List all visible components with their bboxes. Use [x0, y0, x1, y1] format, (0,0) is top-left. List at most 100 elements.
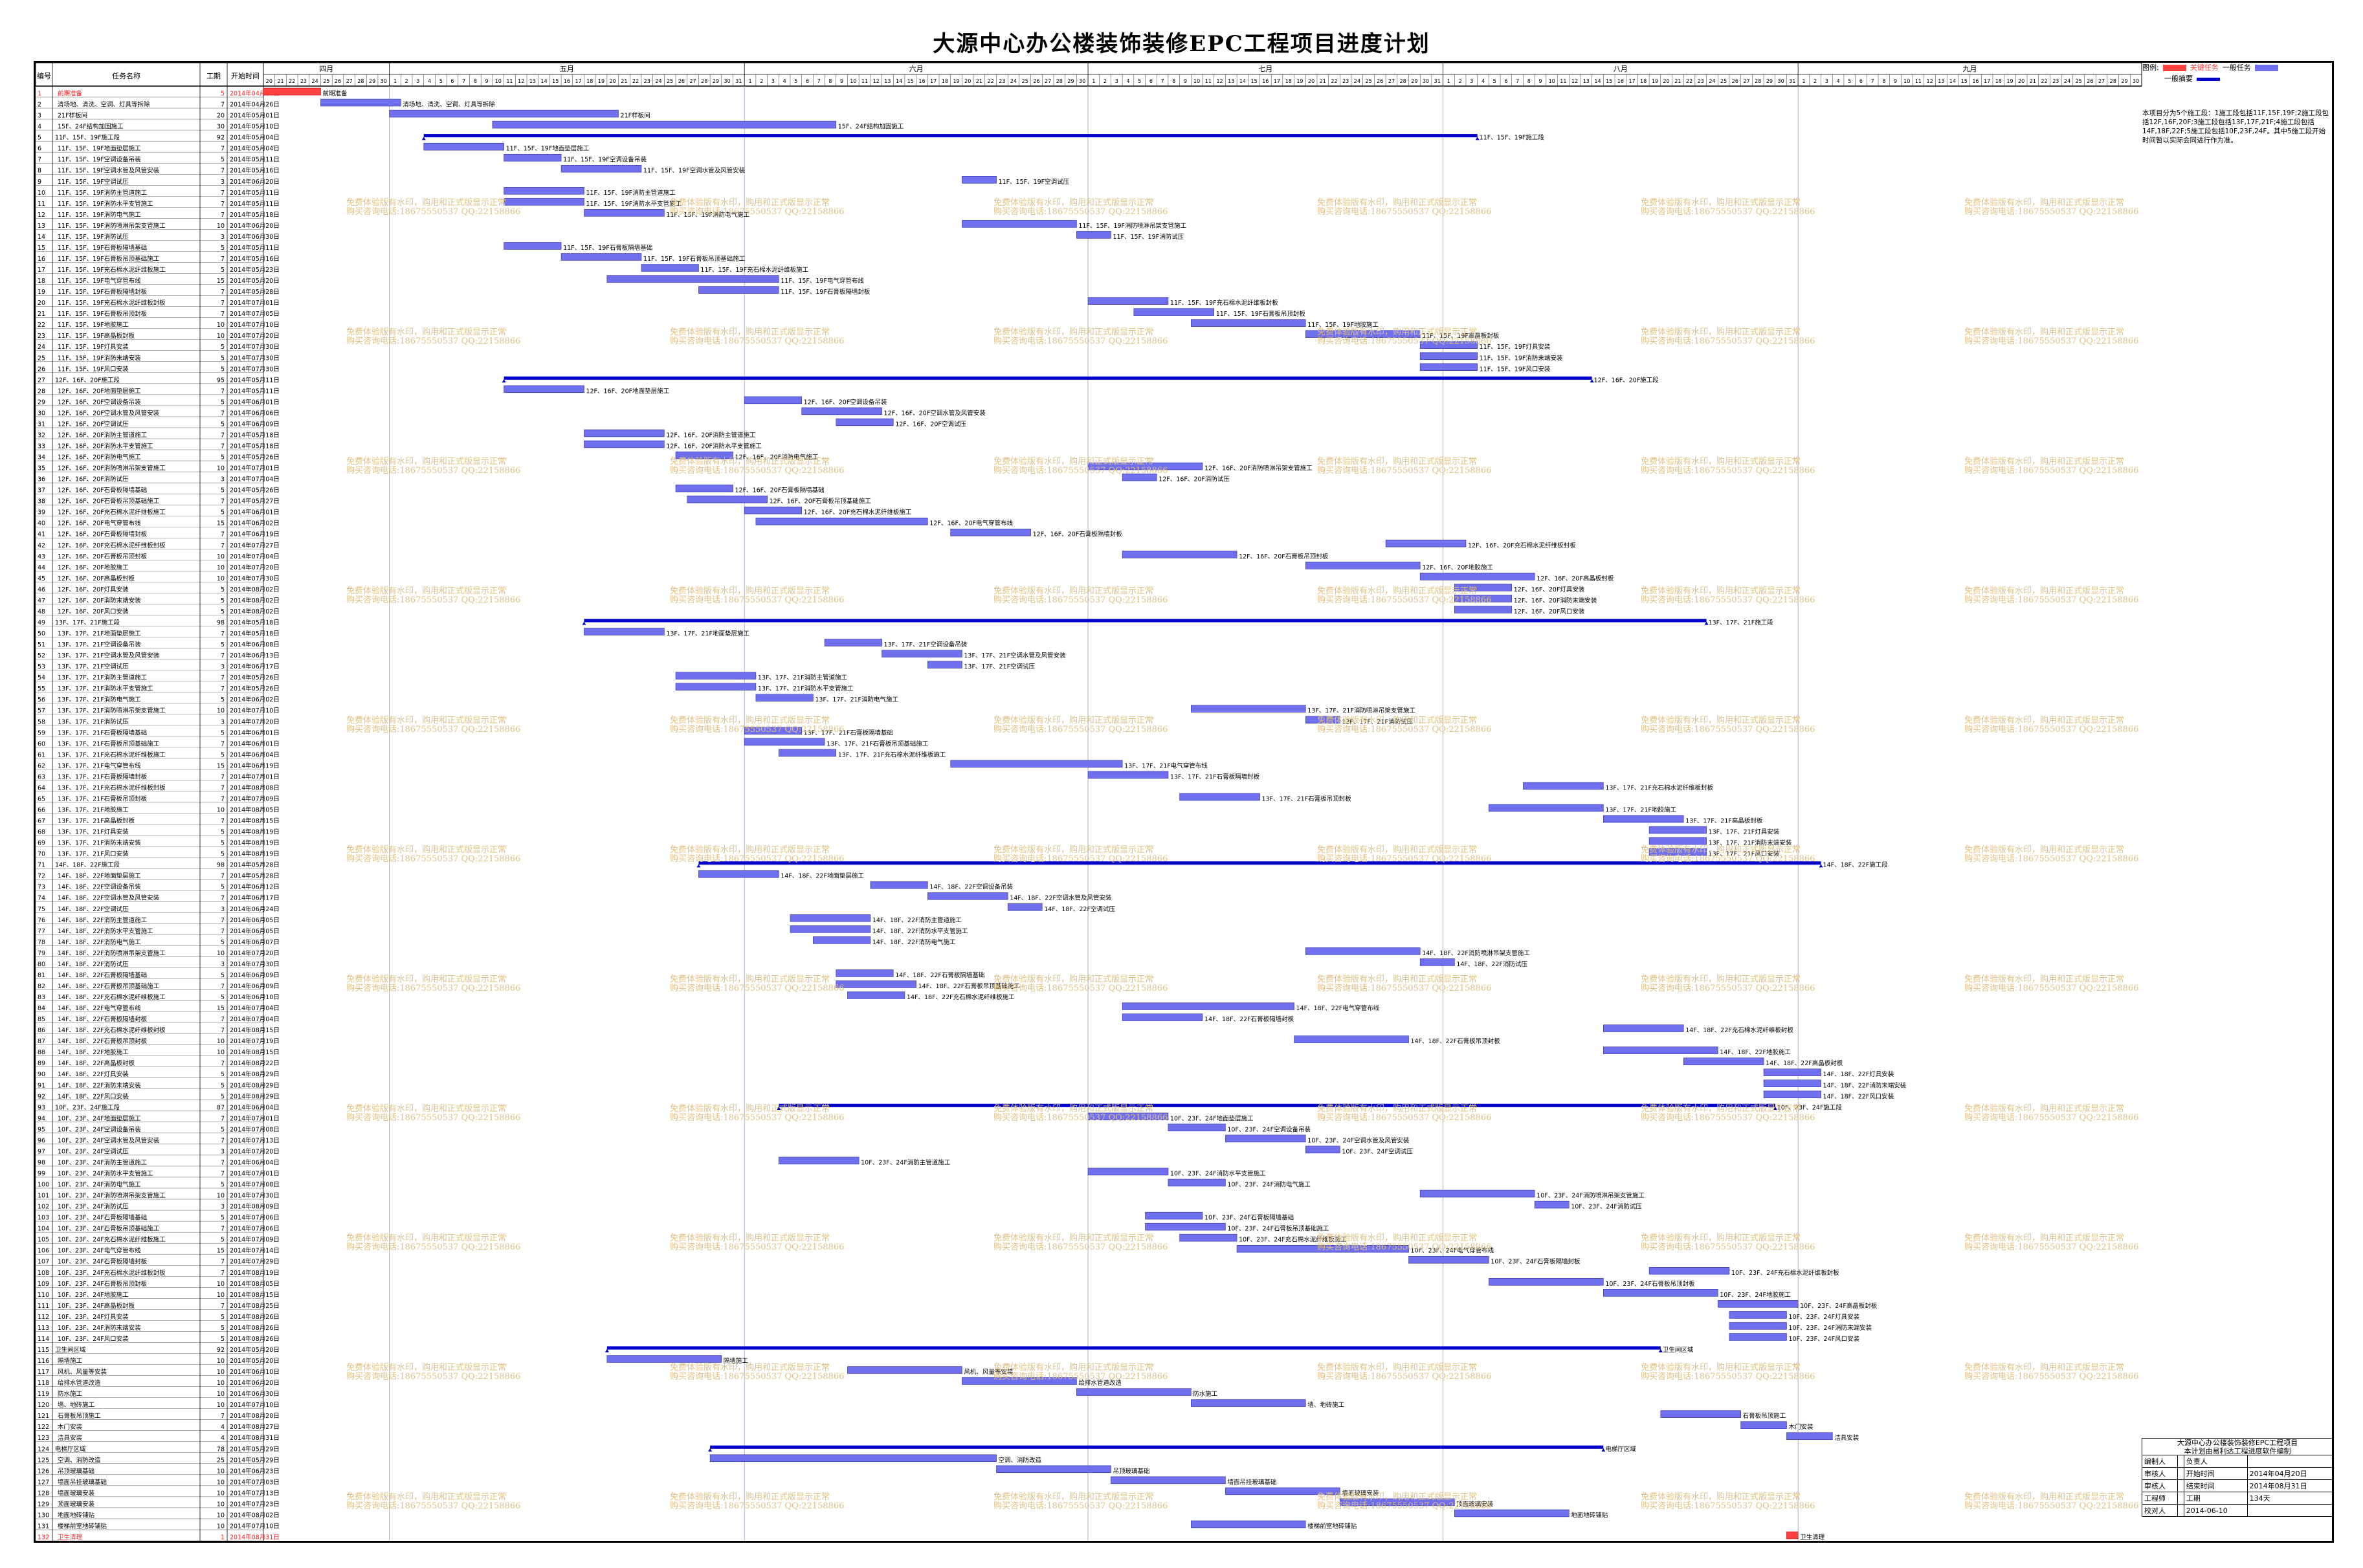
day-label: 17 — [930, 78, 937, 84]
task-id: 70 — [38, 851, 45, 858]
day-label: 9 — [1538, 78, 1542, 84]
task-name: 12F、16F、20F风口安装 — [58, 608, 129, 615]
task-duration: 5 — [221, 344, 225, 351]
task-start: 2014年07月20日 — [230, 564, 280, 571]
task-bar — [744, 396, 802, 404]
watermark: 免费体验版有水印，购用和正式版显示正常 — [1641, 1362, 1801, 1373]
watermark: 购买咨询电话:18675550537 QQ:22158866 — [1641, 206, 1815, 217]
task-start: 2014年05月28日 — [230, 288, 280, 296]
task-name: 11F、15F、19F石膏板吊顶封板 — [58, 310, 148, 318]
task-start: 2014年06月01日 — [230, 509, 280, 516]
task-id: 71 — [38, 862, 45, 869]
task-bar-label: 21F样板间 — [621, 112, 650, 120]
task-start: 2014年06月20日 — [230, 178, 280, 186]
task-id: 85 — [38, 1016, 45, 1023]
watermark: 免费体验版有水印，购用和正式版显示正常 — [1317, 1103, 1477, 1114]
task-id: 53 — [38, 663, 45, 670]
task-id: 78 — [38, 939, 45, 946]
task-duration: 5 — [221, 421, 225, 428]
task-bar-label: 电梯厅区域 — [1605, 1445, 1636, 1453]
task-id: 26 — [38, 366, 45, 373]
task-id: 107 — [38, 1259, 49, 1266]
task-duration: 10 — [217, 333, 225, 340]
legend-critical-swatch — [2162, 65, 2186, 71]
task-id: 52 — [38, 652, 45, 659]
day-label: 9 — [840, 78, 843, 84]
task-bar — [1523, 782, 1604, 790]
task-bar — [1786, 1432, 1833, 1440]
task-bar-label: 10F、23F、24F空调设备吊装 — [1227, 1125, 1311, 1133]
task-id: 13 — [38, 223, 45, 230]
task-name: 14F、18F、22F空调水管及风管安装 — [58, 894, 160, 902]
day-label: 22 — [1686, 78, 1692, 84]
task-start: 2014年05月23日 — [230, 266, 280, 274]
task-start: 2014年07月30日 — [230, 354, 280, 362]
task-id: 119 — [38, 1391, 49, 1398]
task-id: 34 — [38, 454, 45, 461]
task-name: 11F、15F、19F石膏板隔墙基础 — [58, 244, 147, 252]
task-name: 11F、15F、19F石膏板吊顶基础施工 — [58, 255, 160, 263]
task-name: 12F、16F、20F空调设备吊装 — [58, 398, 141, 406]
task-id: 118 — [38, 1380, 49, 1387]
task-bar-label: 墙面吊挂玻璃基础 — [1227, 1478, 1276, 1486]
watermark: 购买咨询电话:18675550537 QQ:22158866 — [346, 336, 520, 346]
day-label: 24 — [655, 78, 661, 84]
task-bar-label: 12F、16F、20F石膏板隔墙基础 — [735, 487, 825, 494]
info-cell — [2247, 1455, 2334, 1468]
day-label: 15 — [907, 78, 914, 84]
watermark: 免费体验版有水印，购用和正式版显示正常 — [1317, 1233, 1477, 1243]
task-id: 14 — [38, 234, 45, 241]
task-bar-label: 10F、23F、24F消防试压 — [1571, 1203, 1642, 1211]
day-label: 27 — [1388, 78, 1395, 84]
task-name: 13F、17F、21F空调设备吊装 — [58, 641, 141, 648]
watermark: 购买咨询电话:18675550537 QQ:22158866 — [1317, 1371, 1491, 1382]
task-bar-label: 13F、17F、21F电气穿管布线 — [1124, 762, 1208, 769]
task-bar — [1729, 1322, 1787, 1330]
task-start: 2014年06月10日 — [230, 993, 280, 1001]
watermark: 免费体验版有水印，购用和正式版显示正常 — [993, 327, 1153, 337]
task-id: 44 — [38, 564, 45, 571]
task-id: 42 — [38, 542, 45, 549]
task-start: 2014年06月09日 — [230, 971, 280, 979]
task-duration: 5 — [221, 157, 225, 164]
task-bar-label: 12F、16F、20F风口安装 — [1514, 608, 1585, 615]
day-label: 4 — [1126, 78, 1129, 84]
watermark: 免费体验版有水印，购用和正式版显示正常 — [346, 1103, 506, 1114]
task-bar-label: 11F、15F、19F石膏板吊顶封板 — [1216, 310, 1306, 318]
watermark: 免费体验版有水印，购用和正式版显示正常 — [993, 586, 1153, 596]
task-name: 13F、17F、21F消防电气施工 — [58, 696, 141, 703]
task-bar-label: 15F、24F结构加固施工 — [838, 123, 904, 131]
task-start: 2014年08月31日 — [230, 1534, 280, 1541]
task-name: 11F、15F、19F高晶板封板 — [58, 332, 135, 340]
task-start: 2014年08月02日 — [230, 1511, 280, 1519]
task-bar — [560, 164, 642, 173]
task-bar — [847, 991, 905, 999]
task-bar-label: 12F、16F、20F消防试压 — [1159, 476, 1230, 483]
watermark: 免费体验版有水印，购用和正式版显示正常 — [670, 1362, 830, 1373]
task-bar-label: 10F、23F、24F消防水平支管施工 — [1170, 1170, 1266, 1178]
task-start: 2014年05月26日 — [230, 454, 280, 461]
task-name: 11F、15F、19F消防末端安装 — [58, 354, 141, 362]
task-bar-label: 10F、23F、24F风口安装 — [1788, 1335, 1859, 1343]
info-cell: 工期 — [2183, 1492, 2248, 1505]
task-id: 84 — [38, 1005, 45, 1012]
task-start: 2014年06月09日 — [230, 420, 280, 428]
day-label: 21 — [1674, 78, 1681, 84]
day-label: 12 — [1571, 78, 1578, 84]
task-id: 89 — [38, 1060, 45, 1067]
legend-summary-swatch — [2197, 77, 2220, 81]
task-duration: 5 — [221, 487, 225, 494]
day-label: 16 — [1972, 78, 1979, 84]
task-id: 20 — [38, 300, 45, 307]
watermark: 购买咨询电话:18675550537 QQ:22158866 — [1317, 465, 1491, 476]
day-label: 29 — [1766, 78, 1773, 84]
task-name: 14F、18F、22F充石棉水泥纤维板施工 — [58, 993, 166, 1001]
watermark: 购买咨询电话:18675550537 QQ:22158866 — [1641, 1371, 1815, 1382]
watermark: 免费体验版有水印，购用和正式版显示正常 — [1641, 1103, 1801, 1114]
task-name: 14F、18F、22F灯具安装 — [58, 1070, 129, 1078]
task-id: 113 — [38, 1325, 49, 1332]
month-label: 九月 — [1963, 65, 1977, 73]
task-duration: 3 — [221, 663, 225, 670]
task-name: 防水施工 — [58, 1390, 83, 1398]
task-bar — [1648, 1267, 1730, 1275]
